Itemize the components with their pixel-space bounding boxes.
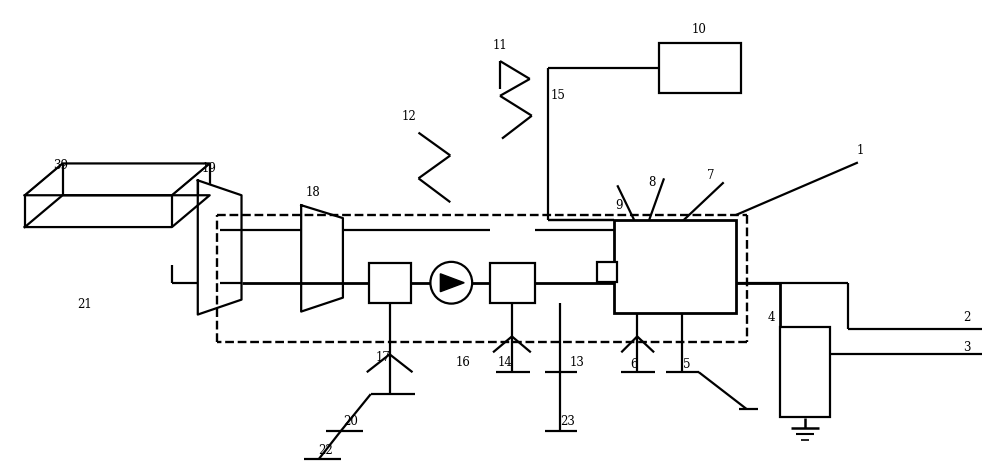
Text: 10: 10 — [691, 23, 706, 36]
Circle shape — [430, 262, 472, 304]
Text: 20: 20 — [343, 416, 358, 428]
Text: 21: 21 — [77, 298, 92, 311]
Text: 11: 11 — [493, 39, 507, 51]
Bar — [369, 263, 411, 303]
Text: 3: 3 — [964, 341, 971, 354]
Text: 19: 19 — [201, 162, 216, 175]
Polygon shape — [198, 180, 242, 315]
Text: 2: 2 — [964, 311, 971, 324]
Text: 5: 5 — [683, 358, 691, 371]
Text: 17: 17 — [375, 351, 390, 364]
Text: 14: 14 — [498, 356, 512, 369]
Text: 13: 13 — [570, 356, 585, 369]
Text: 1: 1 — [856, 144, 864, 157]
Text: 6: 6 — [630, 358, 638, 371]
Text: 12: 12 — [401, 110, 416, 123]
Text: 23: 23 — [560, 416, 575, 428]
Text: 9: 9 — [616, 198, 623, 212]
Polygon shape — [301, 205, 343, 312]
Polygon shape — [25, 195, 210, 227]
Polygon shape — [25, 163, 210, 195]
Text: 7: 7 — [707, 169, 715, 182]
Text: 15: 15 — [550, 89, 565, 102]
Text: 18: 18 — [306, 186, 320, 199]
Text: 8: 8 — [648, 176, 656, 189]
Bar — [780, 327, 830, 417]
Bar — [597, 262, 617, 282]
Text: 39: 39 — [53, 159, 68, 172]
Text: 16: 16 — [456, 356, 471, 369]
Bar — [490, 263, 535, 303]
Text: 4: 4 — [768, 311, 775, 324]
Bar — [659, 43, 741, 93]
Bar — [614, 220, 736, 313]
Polygon shape — [440, 274, 464, 292]
Text: 22: 22 — [319, 444, 333, 457]
